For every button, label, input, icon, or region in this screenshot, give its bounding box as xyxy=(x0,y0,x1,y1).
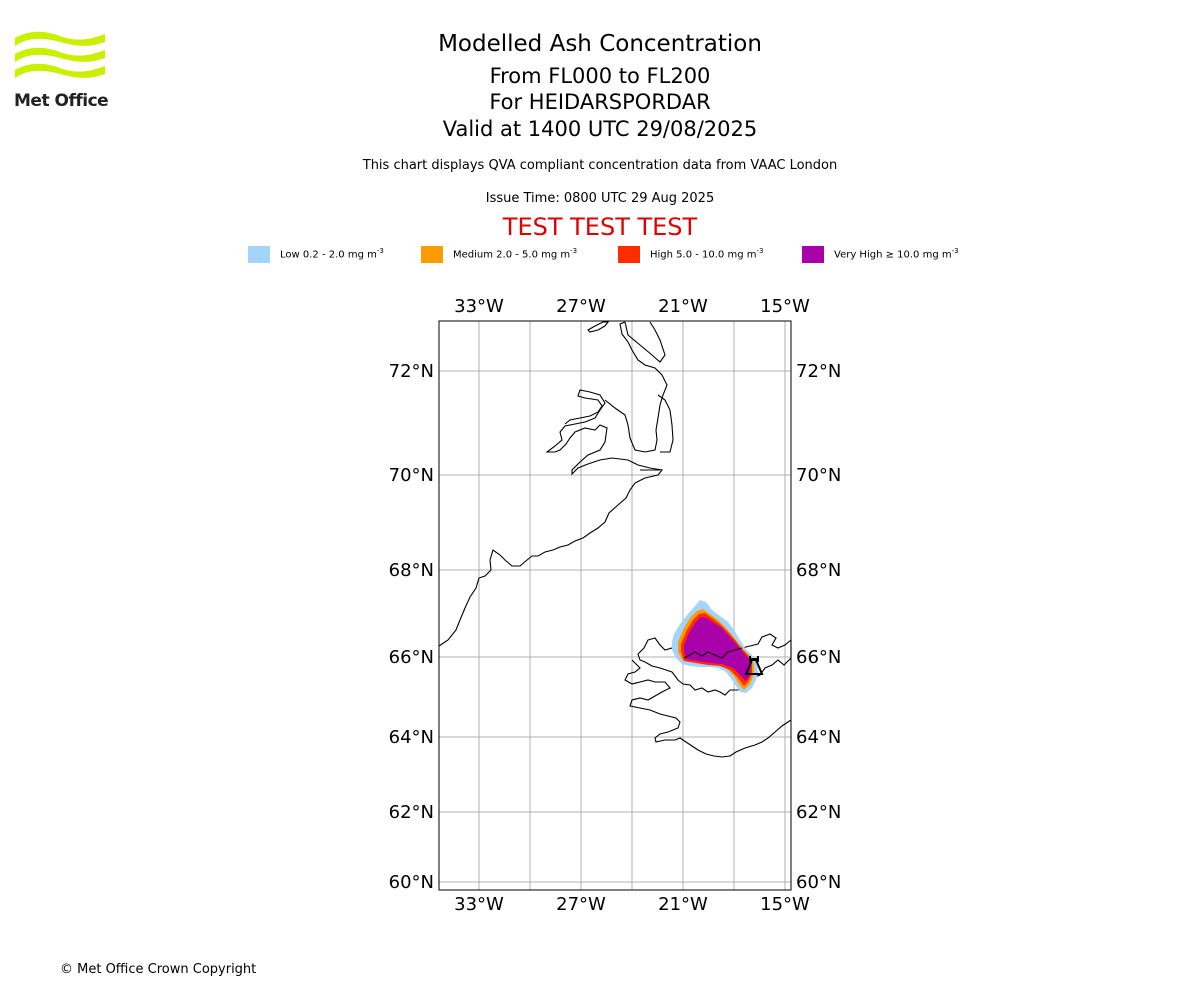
volcano-marker-icon xyxy=(744,656,764,675)
lat-tick-label: 60°N xyxy=(389,872,434,893)
map-gridlines xyxy=(439,321,791,890)
iceland-coast-overlay xyxy=(683,647,743,659)
lat-tick-label: 72°N xyxy=(796,361,841,382)
ash-map: 33°W 27°W 21°W 15°W 33°W 27°W 21°W 15°W … xyxy=(389,296,842,915)
legend-item-very-high: Very High ≥ 10.0 mg m-3 xyxy=(802,245,959,263)
lon-ticks-top: 33°W 27°W 21°W 15°W xyxy=(454,296,810,317)
greenland-coast xyxy=(587,321,610,333)
greenland-coast xyxy=(657,394,674,453)
legend-label-medium: Medium 2.0 - 5.0 mg m-3 xyxy=(453,247,578,261)
greenland-coast xyxy=(604,321,668,453)
flight-level-range: From FL000 to FL200 xyxy=(489,64,711,88)
lon-tick-label: 33°W xyxy=(454,894,504,915)
lat-tick-label: 70°N xyxy=(796,465,841,486)
legend-label-very-high: Very High ≥ 10.0 mg m-3 xyxy=(834,247,959,261)
lat-tick-label: 64°N xyxy=(796,727,841,748)
legend-item-high: High 5.0 - 10.0 mg m-3 xyxy=(618,245,763,263)
iceland-coast xyxy=(624,659,792,758)
lat-tick-label: 66°N xyxy=(796,647,841,668)
legend-label-high: High 5.0 - 10.0 mg m-3 xyxy=(650,247,764,261)
lon-tick-label: 27°W xyxy=(556,894,606,915)
legend-label-low: Low 0.2 - 2.0 mg m-3 xyxy=(280,247,384,261)
greenland-coast xyxy=(624,321,666,363)
legend-item-medium: Medium 2.0 - 5.0 mg m-3 xyxy=(421,245,577,263)
issue-time: Issue Time: 0800 UTC 29 Aug 2025 xyxy=(485,191,715,206)
legend-item-low: Low 0.2 - 2.0 mg m-3 xyxy=(248,245,384,263)
lat-tick-label: 68°N xyxy=(796,560,841,581)
lat-tick-label: 68°N xyxy=(389,560,434,581)
lat-tick-label: 66°N xyxy=(389,647,434,668)
legend-swatch-medium xyxy=(421,245,443,263)
legend-swatch-very-high xyxy=(802,245,824,263)
legend-swatch-low xyxy=(248,245,270,263)
lon-tick-label: 15°W xyxy=(760,894,810,915)
valid-time: Valid at 1400 UTC 29/08/2025 xyxy=(442,117,758,141)
lon-tick-label: 21°W xyxy=(658,894,708,915)
lon-tick-label: 21°W xyxy=(658,296,708,317)
lat-tick-label: 62°N xyxy=(389,802,434,823)
greenland-coast xyxy=(438,389,664,647)
lon-tick-label: 15°W xyxy=(760,296,810,317)
logo-text: Met Office xyxy=(14,91,109,111)
lat-tick-label: 64°N xyxy=(389,727,434,748)
chart-description: This chart displays QVA compliant concen… xyxy=(362,158,838,173)
volcano-name: For HEIDARSPORDAR xyxy=(489,90,711,114)
map-frame xyxy=(438,320,792,891)
copyright-notice: © Met Office Crown Copyright xyxy=(60,962,257,977)
map-frame-background xyxy=(439,321,791,890)
ash-very-high-area xyxy=(684,617,751,681)
lon-tick-label: 33°W xyxy=(454,296,504,317)
legend-swatch-high xyxy=(618,245,640,263)
lon-tick-label: 27°W xyxy=(556,296,606,317)
chart-title: Modelled Ash Concentration xyxy=(438,31,762,57)
lon-ticks-bottom: 33°W 27°W 21°W 15°W xyxy=(454,894,810,915)
met-office-logo-icon xyxy=(15,31,105,78)
lat-ticks-right: 72°N 70°N 68°N 66°N 64°N 62°N 60°N xyxy=(796,361,841,893)
test-banner: TEST TEST TEST xyxy=(502,213,698,241)
lat-tick-label: 62°N xyxy=(796,802,841,823)
lat-tick-label: 72°N xyxy=(389,361,434,382)
lat-ticks-left: 72°N 70°N 68°N 66°N 64°N 62°N 60°N xyxy=(389,361,434,893)
lat-tick-label: 70°N xyxy=(389,465,434,486)
lat-tick-label: 60°N xyxy=(796,872,841,893)
ash-cloud xyxy=(672,600,758,693)
